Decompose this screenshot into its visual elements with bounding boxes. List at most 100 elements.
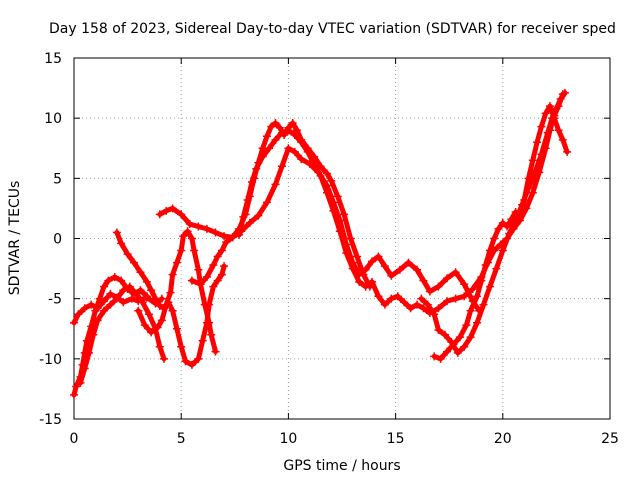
data-point-marker: [252, 164, 261, 173]
data-point-marker: [297, 155, 306, 164]
data-point-marker: [168, 306, 177, 315]
data-point-marker: [460, 292, 469, 301]
data-point-marker: [106, 300, 115, 309]
data-point-marker: [222, 238, 231, 247]
data-point-marker: [179, 232, 188, 241]
data-point-marker: [87, 300, 96, 309]
data-point-marker: [95, 294, 104, 303]
data-point-marker: [134, 306, 143, 315]
data-point-marker: [151, 294, 160, 303]
data-point-marker: [466, 306, 475, 315]
data-point-marker: [132, 289, 141, 298]
data-point-marker: [393, 292, 402, 301]
data-point-marker: [451, 268, 460, 277]
data-point-marker: [322, 169, 331, 178]
data-point-marker: [112, 294, 121, 303]
data-point-marker: [353, 252, 362, 261]
data-point-marker: [460, 280, 469, 289]
data-point-marker: [346, 234, 355, 243]
data-point-marker: [265, 144, 274, 153]
data-point-marker: [290, 147, 299, 156]
x-tick-label: 0: [70, 431, 79, 447]
data-point-marker: [466, 333, 475, 342]
data-point-marker: [436, 354, 445, 363]
data-point-marker: [76, 378, 85, 387]
data-point-marker: [368, 257, 377, 266]
data-point-marker: [297, 138, 306, 147]
data-point-marker: [100, 306, 109, 315]
data-point-marker: [207, 330, 216, 339]
data-point-marker: [112, 228, 121, 237]
data-point-marker: [340, 210, 349, 219]
data-point-marker: [262, 132, 271, 141]
series-satellite-track-4: [112, 228, 229, 369]
data-point-marker: [187, 360, 196, 369]
data-point-marker: [374, 252, 383, 261]
data-point-marker: [271, 180, 280, 189]
data-point-marker: [209, 282, 218, 291]
series-satellite-track-7: [187, 118, 374, 291]
data-point-marker: [515, 210, 524, 219]
data-point-marker: [217, 270, 226, 279]
data-point-marker: [70, 390, 78, 399]
data-point-marker: [142, 292, 151, 301]
series-satellite-track-6: [155, 144, 484, 315]
data-point-marker: [136, 268, 145, 277]
data-point-marker: [485, 282, 494, 291]
x-tick-label: 5: [177, 431, 186, 447]
data-point-marker: [473, 318, 482, 327]
data-point-marker: [89, 330, 98, 339]
data-point-marker: [247, 177, 256, 186]
data-point-marker: [211, 347, 220, 356]
data-point-marker: [348, 264, 357, 273]
data-point-marker: [533, 138, 542, 147]
data-point-marker: [277, 162, 286, 171]
y-axis-label: SDTVAR / TECUs: [7, 181, 23, 296]
data-point-marker: [162, 206, 171, 215]
data-point-marker: [498, 246, 507, 255]
data-point-marker: [537, 122, 546, 131]
data-point-marker: [543, 128, 552, 137]
data-point-marker: [284, 126, 293, 135]
data-point-marker: [119, 298, 128, 307]
data-point-marker: [310, 159, 319, 168]
data-point-marker: [453, 348, 462, 357]
data-point-marker: [406, 304, 415, 313]
series-satellite-track-10: [430, 102, 572, 363]
data-point-marker: [239, 212, 248, 221]
data-point-marker: [492, 264, 501, 273]
data-point-marker: [359, 270, 368, 279]
data-point-marker: [541, 109, 550, 118]
data-point-marker: [213, 276, 222, 285]
data-point-marker: [187, 234, 196, 243]
data-point-marker: [183, 227, 192, 236]
data-point-marker: [290, 131, 299, 140]
data-point-marker: [205, 318, 214, 327]
data-point-marker: [545, 102, 554, 111]
data-point-marker: [194, 222, 203, 231]
data-point-marker: [387, 271, 396, 280]
data-point-marker: [202, 224, 211, 233]
y-tick-label: -15: [39, 412, 62, 428]
x-tick-label: 10: [279, 431, 297, 447]
data-point-marker: [327, 176, 336, 185]
data-point-marker: [190, 246, 199, 255]
data-point-marker: [434, 325, 443, 334]
data-point-marker: [520, 195, 529, 204]
data-point-marker: [177, 246, 186, 255]
series-line: [236, 91, 566, 316]
data-point-marker: [213, 252, 222, 261]
data-point-marker: [413, 265, 422, 274]
data-point-marker: [462, 321, 471, 330]
y-tick-label: -10: [39, 352, 62, 368]
data-point-marker: [368, 277, 377, 286]
data-point-marker: [85, 348, 94, 357]
data-point-marker: [443, 347, 452, 356]
data-point-marker: [267, 122, 276, 131]
data-point-marker: [292, 126, 301, 135]
data-point-marker: [177, 342, 186, 351]
data-point-marker: [342, 248, 351, 257]
data-point-marker: [485, 246, 494, 255]
data-point-marker: [117, 239, 126, 248]
data-point-marker: [142, 277, 151, 286]
